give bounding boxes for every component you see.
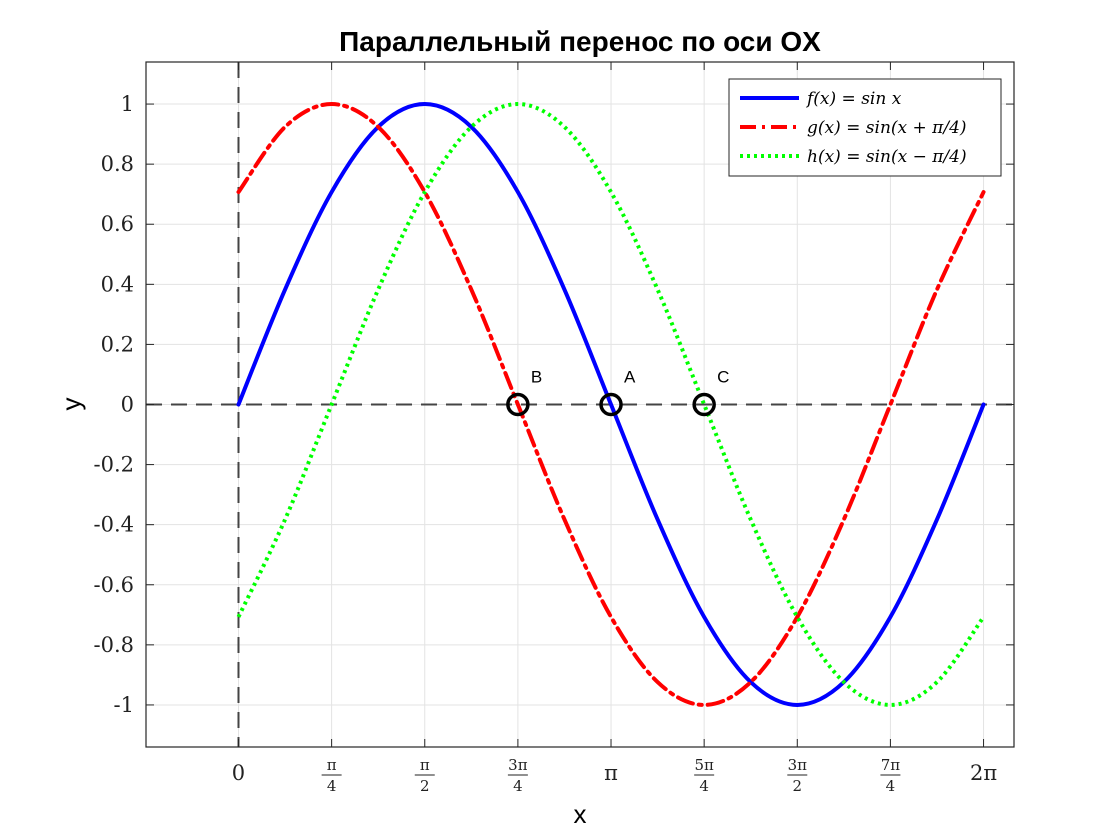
- legend-entry-h-label: h(x) = sin(x − π/4): [807, 147, 967, 167]
- point-label-c: C: [717, 368, 729, 387]
- series-g-line: [236, 102, 986, 707]
- x-tick-label-denominator: 4: [699, 777, 709, 795]
- y-tick-label: -0.2: [94, 453, 135, 477]
- x-tick-label-numerator: π: [327, 756, 337, 774]
- chart-title: Параллельный перенос по оси OX: [339, 26, 821, 57]
- point-marker-c: [692, 392, 716, 417]
- point-label-b: B: [531, 368, 542, 387]
- x-tick-label-numerator: 3π: [788, 756, 808, 774]
- x-tick-label-denominator: 4: [327, 777, 337, 795]
- point-label-a: A: [624, 368, 636, 387]
- legend-entry-f-label: f(x) = sin x: [805, 89, 902, 109]
- series-group: [236, 102, 986, 707]
- y-tick-label: 0.2: [101, 332, 134, 356]
- x-tick-label-denominator: 4: [886, 777, 896, 795]
- point-marker-b: [506, 392, 530, 417]
- legend: f(x) = sin x g(x) = sin(x + π/4) h(x) = si…: [728, 78, 1002, 177]
- y-tick-label: -0.4: [94, 513, 135, 537]
- x-tick-label: 0: [232, 761, 245, 785]
- y-tick-label: -1: [114, 693, 134, 717]
- x-tick-label-denominator: 4: [513, 777, 523, 795]
- x-tick-label-numerator: 3π: [508, 756, 528, 774]
- y-tick-label: 0: [121, 393, 134, 417]
- y-tick-label: 0.8: [101, 152, 134, 176]
- x-tick-label: π: [604, 761, 618, 785]
- y-tick-label: -0.8: [94, 633, 135, 657]
- point-marker-a: [599, 392, 623, 417]
- x-tick-label-denominator: 2: [420, 777, 430, 795]
- x-axis-ticks: 0 π 4 π 2 3π 4 π 5π 4 3π 2 7π 4 2π: [232, 62, 997, 795]
- x-axis-label: x: [574, 799, 587, 829]
- x-tick-label-numerator: 5π: [694, 756, 714, 774]
- x-tick-label-numerator: π: [420, 756, 430, 774]
- y-axis-ticks: 1 0.8 0.6 0.4 0.2 0 -0.2 -0.4 -0.6 -0.8 -1: [94, 92, 1014, 717]
- y-tick-label: -0.6: [94, 573, 135, 597]
- reference-lines: [146, 62, 1014, 747]
- y-tick-label: 1: [121, 92, 134, 116]
- series-f-line: [236, 102, 986, 707]
- legend-entry-g-label: g(x) = sin(x + π/4): [807, 118, 967, 138]
- y-tick-label: 0.4: [101, 272, 134, 296]
- x-tick-label: 2π: [970, 761, 997, 785]
- y-tick-label: 0.6: [101, 212, 134, 236]
- series-h-line: [236, 102, 986, 707]
- x-tick-label-numerator: 7π: [881, 756, 901, 774]
- x-tick-label-denominator: 2: [793, 777, 803, 795]
- y-axis-label: y: [56, 398, 86, 411]
